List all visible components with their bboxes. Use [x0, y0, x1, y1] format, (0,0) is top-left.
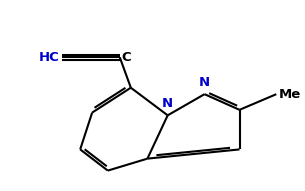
Text: N: N — [199, 76, 210, 89]
Text: Me: Me — [278, 88, 301, 101]
Text: C: C — [121, 51, 131, 64]
Text: HC: HC — [39, 51, 59, 64]
Text: N: N — [162, 97, 173, 110]
